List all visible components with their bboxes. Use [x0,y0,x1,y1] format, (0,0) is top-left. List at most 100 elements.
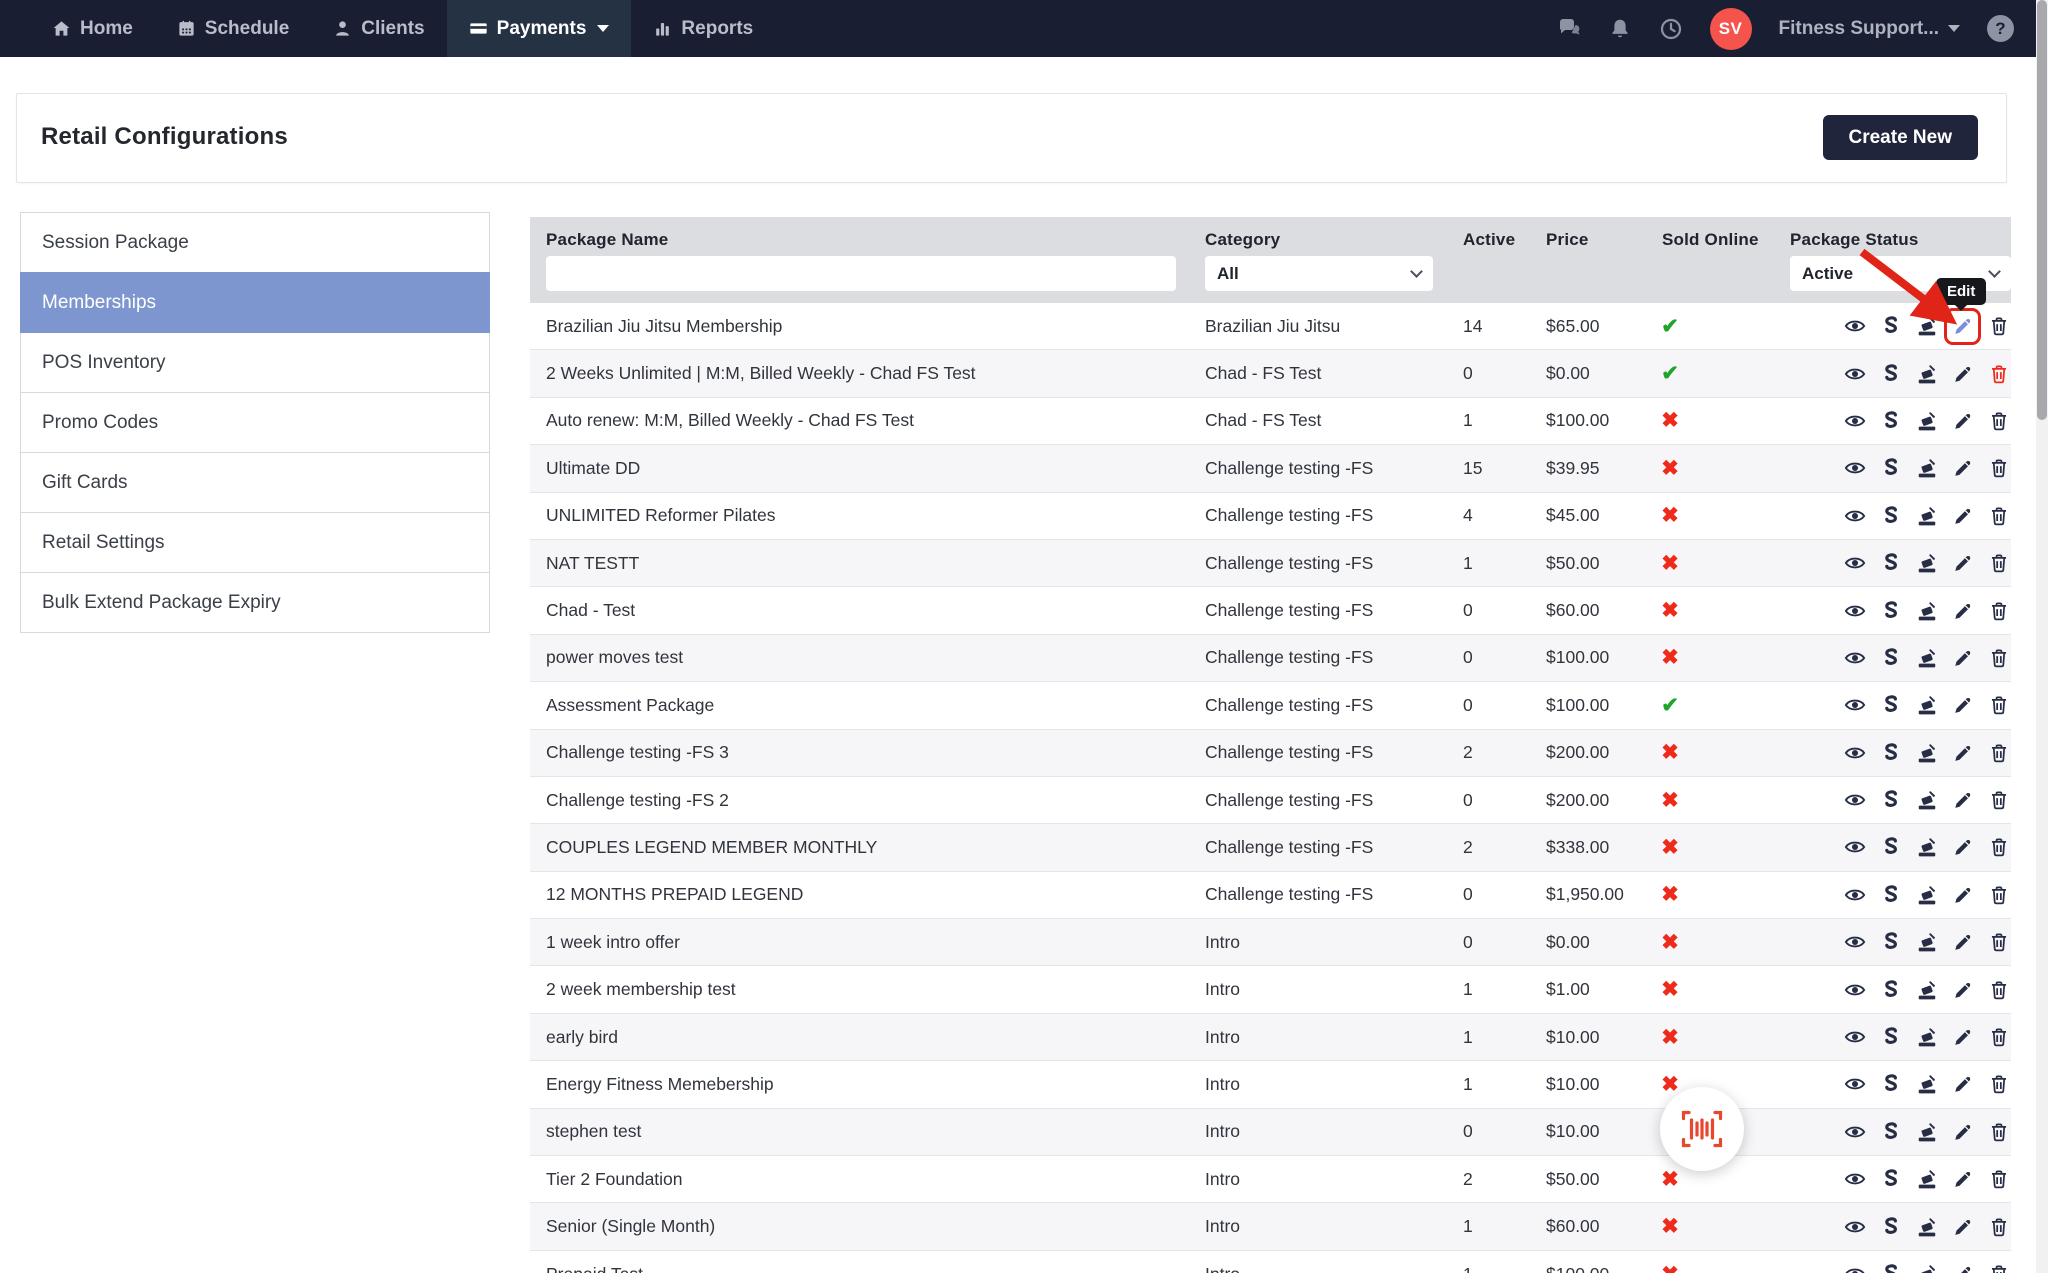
sell-at-pos-icon[interactable] [1916,742,1938,764]
link-icon[interactable] [1880,1121,1902,1143]
link-icon[interactable] [1880,979,1902,1001]
delete-icon[interactable] [1988,694,2010,716]
nav-item-payments[interactable]: Payments [447,0,632,57]
sell-at-pos-icon[interactable] [1916,836,1938,858]
delete-icon[interactable] [1988,931,2010,953]
delete-icon[interactable] [1988,315,2010,337]
view-icon[interactable] [1844,694,1866,716]
view-icon[interactable] [1844,884,1866,906]
link-icon[interactable] [1880,884,1902,906]
sell-at-pos-icon[interactable] [1916,1168,1938,1190]
link-icon[interactable] [1880,1073,1902,1095]
view-icon[interactable] [1844,1026,1866,1048]
delete-icon[interactable] [1988,979,2010,1001]
delete-icon[interactable] [1988,1263,2010,1273]
bell-icon[interactable] [1608,17,1632,41]
sidebar-item-session-package[interactable]: Session Package [20,212,490,273]
delete-icon[interactable] [1988,1168,2010,1190]
sell-at-pos-icon[interactable] [1916,410,1938,432]
link-icon[interactable] [1880,742,1902,764]
category-filter-select[interactable]: All [1205,256,1433,291]
sell-at-pos-icon[interactable] [1916,1216,1938,1238]
link-icon[interactable] [1880,600,1902,622]
edit-icon[interactable] [1952,1168,1974,1190]
delete-icon[interactable] [1988,600,2010,622]
edit-icon[interactable] [1952,1073,1974,1095]
edit-icon[interactable] [1952,600,1974,622]
sell-at-pos-icon[interactable] [1916,505,1938,527]
sell-at-pos-icon[interactable] [1916,363,1938,385]
view-icon[interactable] [1844,1073,1866,1095]
edit-icon[interactable] [1952,836,1974,858]
clock-icon[interactable] [1659,17,1683,41]
delete-icon[interactable] [1988,836,2010,858]
delete-icon[interactable] [1988,789,2010,811]
sidebar-item-gift-cards[interactable]: Gift Cards [20,452,490,513]
delete-icon[interactable] [1988,1216,2010,1238]
edit-icon[interactable] [1952,694,1974,716]
create-new-button[interactable]: Create New [1823,115,1979,160]
sell-at-pos-icon[interactable] [1916,931,1938,953]
view-icon[interactable] [1844,363,1866,385]
nav-item-reports[interactable]: Reports [631,0,775,57]
link-icon[interactable] [1880,1026,1902,1048]
sell-at-pos-icon[interactable] [1916,1121,1938,1143]
delete-icon[interactable] [1988,647,2010,669]
delete-icon[interactable] [1988,552,2010,574]
sidebar-item-promo-codes[interactable]: Promo Codes [20,392,490,453]
view-icon[interactable] [1844,505,1866,527]
view-icon[interactable] [1844,552,1866,574]
edit-icon[interactable] [1952,552,1974,574]
view-icon[interactable] [1844,1121,1866,1143]
edit-icon[interactable] [1952,505,1974,527]
sell-at-pos-icon[interactable] [1916,552,1938,574]
edit-icon[interactable] [1952,1026,1974,1048]
edit-icon[interactable] [1952,1263,1974,1273]
link-icon[interactable] [1880,457,1902,479]
sell-at-pos-icon[interactable] [1916,884,1938,906]
delete-icon[interactable] [1988,1026,2010,1048]
view-icon[interactable] [1844,410,1866,432]
delete-icon[interactable] [1988,410,2010,432]
view-icon[interactable] [1844,836,1866,858]
sell-at-pos-icon[interactable] [1916,1026,1938,1048]
link-icon[interactable] [1880,505,1902,527]
edit-icon[interactable] [1952,363,1974,385]
sidebar-item-retail-settings[interactable]: Retail Settings [20,512,490,573]
delete-icon[interactable] [1988,884,2010,906]
nav-item-clients[interactable]: Clients [311,0,446,57]
delete-icon[interactable] [1988,1121,2010,1143]
view-icon[interactable] [1844,600,1866,622]
delete-icon[interactable] [1988,363,2010,385]
edit-icon[interactable] [1952,410,1974,432]
link-icon[interactable] [1880,552,1902,574]
sidebar-item-memberships[interactable]: Memberships [20,272,490,333]
delete-icon[interactable] [1988,1073,2010,1095]
help-icon[interactable]: ? [1987,15,2014,42]
link-icon[interactable] [1880,363,1902,385]
edit-icon[interactable] [1952,457,1974,479]
avatar[interactable]: SV [1710,8,1752,50]
barcode-scan-fab[interactable] [1660,1087,1744,1171]
view-icon[interactable] [1844,457,1866,479]
link-icon[interactable] [1880,1216,1902,1238]
link-icon[interactable] [1880,931,1902,953]
scrollbar-thumb[interactable] [2037,0,2047,420]
edit-icon[interactable] [1952,979,1974,1001]
edit-icon[interactable] [1952,1121,1974,1143]
edit-icon[interactable] [1952,789,1974,811]
edit-icon[interactable] [1952,647,1974,669]
sell-at-pos-icon[interactable] [1916,647,1938,669]
user-menu[interactable]: Fitness Support... [1779,18,1960,40]
sell-at-pos-icon[interactable] [1916,789,1938,811]
link-icon[interactable] [1880,694,1902,716]
view-icon[interactable] [1844,789,1866,811]
edit-icon[interactable] [1952,931,1974,953]
delete-icon[interactable] [1988,457,2010,479]
sell-at-pos-icon[interactable] [1916,1263,1938,1273]
link-icon[interactable] [1880,647,1902,669]
view-icon[interactable] [1844,979,1866,1001]
view-icon[interactable] [1844,647,1866,669]
link-icon[interactable] [1880,789,1902,811]
link-icon[interactable] [1880,1168,1902,1190]
